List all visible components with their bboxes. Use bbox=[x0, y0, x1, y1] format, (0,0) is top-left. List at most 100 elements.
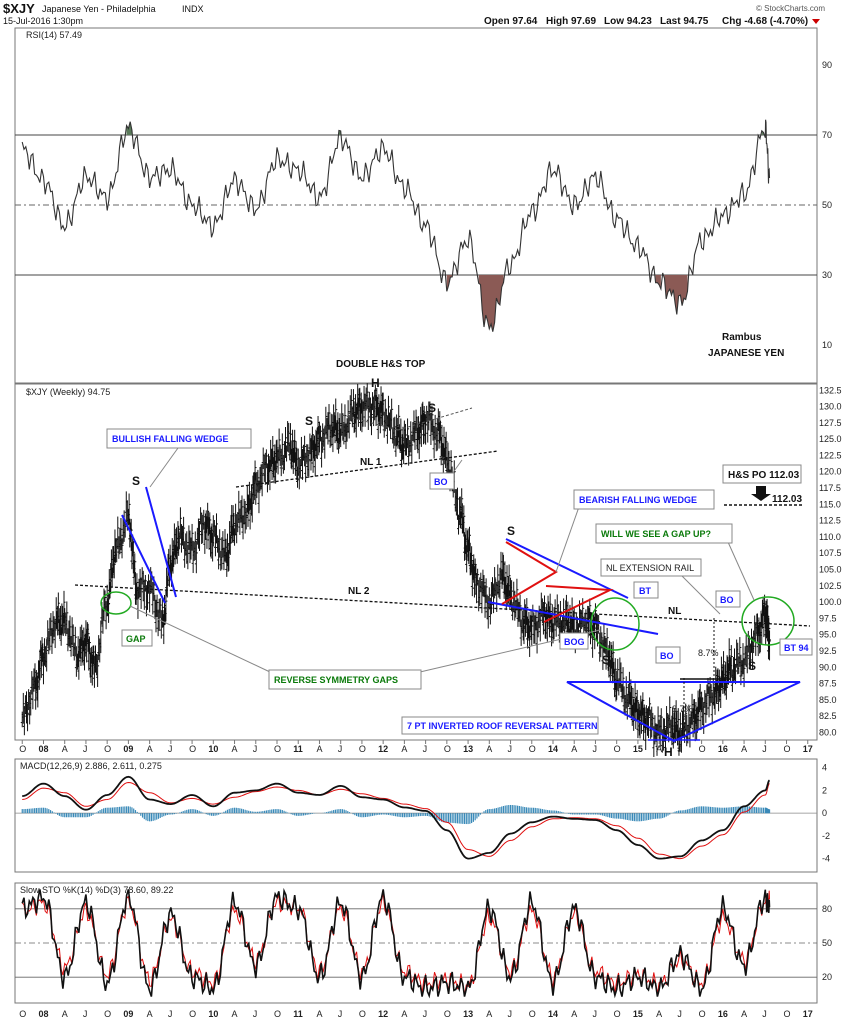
sto-tick-50: 50 bbox=[822, 938, 832, 948]
x-label-price-21: 13 bbox=[463, 744, 473, 754]
x-label-bottom-33: 16 bbox=[718, 1009, 728, 1019]
price-tick-117.5: 117.5 bbox=[819, 483, 841, 493]
price-tick-127.5: 127.5 bbox=[819, 418, 842, 428]
macd-tick--2: -2 bbox=[822, 831, 830, 841]
rambus-label: Rambus bbox=[722, 332, 762, 343]
x-label-price-17: 12 bbox=[378, 744, 388, 754]
price-tick-132.5: 132.5 bbox=[819, 385, 842, 395]
x-label-price-4: O bbox=[104, 744, 111, 754]
x-label-bottom-24: O bbox=[529, 1009, 536, 1019]
gap-up-label: WILL WE SEE A GAP UP? bbox=[601, 529, 711, 539]
x-label-bottom-35: J bbox=[762, 1009, 767, 1019]
sto-tick-80: 80 bbox=[822, 904, 832, 914]
bearish-wedge-lower bbox=[487, 601, 659, 635]
s-2016-label: S bbox=[748, 659, 756, 673]
price-panel bbox=[14, 383, 818, 741]
price-tick-115: 115.0 bbox=[819, 499, 841, 509]
x-label-price-0: O bbox=[19, 744, 26, 754]
japanese-yen-label: JAPANESE YEN bbox=[708, 348, 784, 359]
x-label-bottom-29: 15 bbox=[633, 1009, 643, 1019]
price-tick-130: 130.0 bbox=[819, 402, 842, 412]
quote-open: Open 97.64 bbox=[484, 16, 538, 27]
bearish-wedge-box bbox=[573, 489, 715, 510]
x-label-price-23: J bbox=[508, 744, 513, 754]
x-label-price-30: A bbox=[656, 744, 662, 754]
x-label-bottom-27: J bbox=[592, 1009, 597, 1019]
x-label-bottom-8: O bbox=[189, 1009, 196, 1019]
x-axis-bottom: O 08 A J O 09 A J O 10 A J O 11 A J O 12 A J O 13 A J O 14 A J O 15 A J… bbox=[19, 1009, 813, 1019]
gap-box bbox=[121, 629, 153, 647]
x-label-price-31: J bbox=[677, 744, 682, 754]
bt94-box bbox=[779, 638, 813, 656]
x-label-price-3: J bbox=[83, 744, 88, 754]
x-label-bottom-12: O bbox=[274, 1009, 281, 1019]
x-label-bottom-23: J bbox=[508, 1009, 513, 1019]
bearish-wedge-upper bbox=[505, 538, 629, 599]
seven-pt-box bbox=[401, 716, 599, 735]
x-label-bottom-10: A bbox=[232, 1009, 238, 1019]
bearish-wedge-label: BEARISH FALLING WEDGE bbox=[579, 495, 697, 505]
s-2009-label: S bbox=[132, 474, 140, 488]
bo-2016a-box bbox=[655, 646, 681, 664]
x-label-bottom-15: J bbox=[338, 1009, 343, 1019]
x-label-price-27: J bbox=[592, 744, 597, 754]
h-top-label: H bbox=[371, 376, 380, 390]
callout-leader-wedge bbox=[149, 447, 179, 488]
x-label-price-25: 14 bbox=[548, 744, 558, 754]
price-tick-120: 120.0 bbox=[819, 467, 842, 477]
price-tick-95: 95.0 bbox=[819, 630, 837, 640]
chart-symbol: $XJY bbox=[3, 1, 35, 16]
macd-tick-0: 0 bbox=[822, 808, 827, 818]
price-tick-90: 90.0 bbox=[819, 662, 837, 672]
x-label-price-19: J bbox=[423, 744, 428, 754]
bt-label: BT bbox=[639, 586, 651, 596]
x-label-bottom-25: 14 bbox=[548, 1009, 558, 1019]
price-tick-125: 125.0 bbox=[819, 434, 842, 444]
pct-1-label: 8.7% bbox=[672, 704, 693, 714]
x-label-price-33: 16 bbox=[718, 744, 728, 754]
hs-po-label: H&S PO 112.03 bbox=[728, 470, 800, 481]
x-label-bottom-3: J bbox=[83, 1009, 88, 1019]
nl-extension-label: NL EXTENSION RAIL bbox=[606, 563, 694, 573]
po-value-label: 112.03 bbox=[772, 494, 802, 505]
rsi-label: RSI(14) 57.49 bbox=[26, 30, 82, 40]
x-label-price-11: J bbox=[253, 744, 257, 754]
sto-layer: 80 50 20 bbox=[15, 887, 832, 999]
x-label-bottom-1: 08 bbox=[38, 1009, 48, 1019]
price-tick-82.5: 82.5 bbox=[819, 711, 837, 721]
x-label-bottom-13: 11 bbox=[293, 1009, 303, 1019]
price-tick-102.5: 102.5 bbox=[819, 581, 842, 591]
x-label-price-6: A bbox=[147, 744, 153, 754]
bog-label: BOG bbox=[564, 637, 585, 647]
bullish-wedge-box bbox=[106, 428, 252, 449]
x-label-price-29: 15 bbox=[633, 744, 643, 754]
x-label-price-36: O bbox=[784, 744, 791, 754]
x-label-price-10: A bbox=[232, 744, 238, 754]
callout-leader-bo2013 bbox=[451, 459, 463, 475]
x-label-price-35: J bbox=[762, 744, 767, 754]
callout-leader-gapup bbox=[727, 541, 755, 601]
quote-change: Chg -4.68 (-4.70%) bbox=[722, 16, 808, 27]
price-tick-100: 100.0 bbox=[819, 597, 842, 607]
x-label-bottom-4: O bbox=[104, 1009, 111, 1019]
x-label-bottom-20: O bbox=[444, 1009, 451, 1019]
macd-layer: 4 2 0 -2 -4 bbox=[15, 763, 830, 864]
rsi-tick-10: 10 bbox=[822, 340, 832, 350]
sto-k-line bbox=[21, 887, 771, 999]
x-label-price-32: O bbox=[699, 744, 706, 754]
price-label: $XJY (Weekly) 94.75 bbox=[26, 387, 110, 397]
chart-instrument-name: Japanese Yen - Philadelphia bbox=[42, 4, 156, 14]
hs-po-box bbox=[722, 464, 802, 484]
x-label-bottom-22: A bbox=[486, 1009, 492, 1019]
bo-2013-label: BO bbox=[434, 477, 448, 487]
x-label-price-22: A bbox=[486, 744, 492, 754]
x-label-bottom-31: J bbox=[677, 1009, 682, 1019]
sto-tick-20: 20 bbox=[822, 972, 832, 982]
macd-histogram bbox=[21, 804, 771, 825]
x-label-price-7: J bbox=[168, 744, 173, 754]
x-label-bottom-36: O bbox=[784, 1009, 791, 1019]
hs-top-right-neck bbox=[397, 407, 473, 431]
price-tick-80: 80.0 bbox=[819, 727, 837, 737]
rsi-layer: 90 70 50 30 10 bbox=[15, 60, 832, 350]
